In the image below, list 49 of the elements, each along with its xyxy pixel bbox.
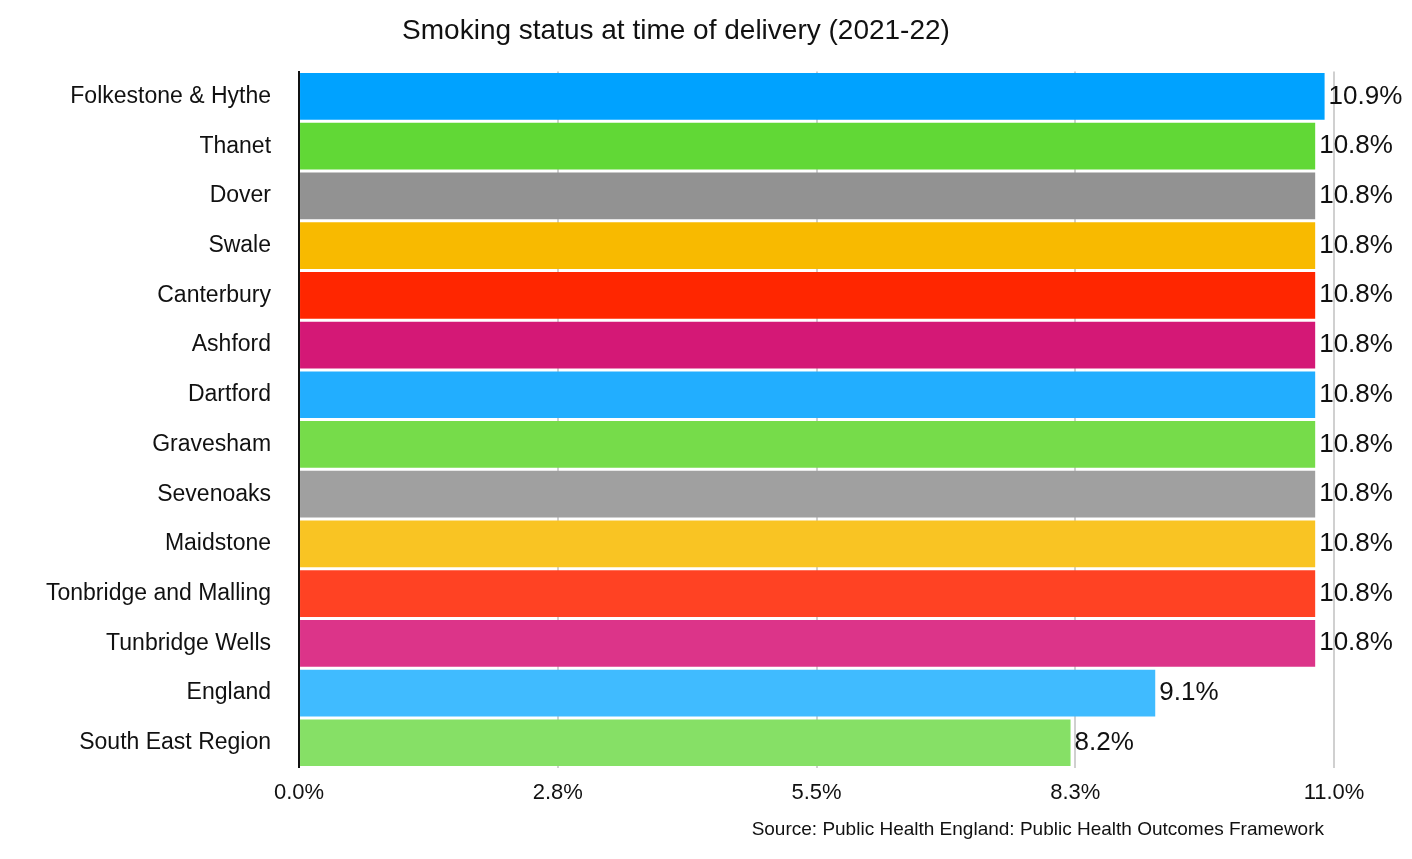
y-tick-label: Ashford — [191, 330, 272, 357]
bar — [300, 321, 1316, 369]
y-tick-label: Canterbury — [157, 280, 272, 307]
bar — [300, 122, 1316, 170]
y-tick-label: Tonbridge and Malling — [45, 578, 272, 605]
x-tick-label: 11.0% — [1303, 778, 1365, 804]
y-tick-label: Swale — [208, 230, 272, 257]
data-label: 10.8% — [1319, 179, 1393, 210]
chart-title: Smoking status at time of delivery (2021-22) — [402, 13, 950, 45]
data-label: 10.8% — [1319, 129, 1393, 160]
x-tick-label: 0.0% — [273, 778, 325, 804]
data-label: 10.9% — [1328, 79, 1403, 110]
bar — [300, 470, 1316, 518]
data-label: 10.8% — [1319, 377, 1393, 408]
y-tick-label: Folkestone & Hythe — [70, 81, 272, 108]
bar — [300, 371, 1316, 419]
bar — [300, 619, 1316, 667]
data-label: 9.1% — [1159, 676, 1219, 707]
y-tick-label: Thanet — [199, 131, 272, 158]
data-label: 10.8% — [1319, 477, 1393, 508]
bar — [300, 520, 1316, 568]
bar — [300, 172, 1316, 220]
data-label: 10.8% — [1319, 427, 1393, 458]
data-label: 8.2% — [1074, 725, 1134, 756]
bar — [300, 421, 1316, 468]
data-label: 10.8% — [1319, 527, 1393, 558]
y-tick-label: Tunbridge Wells — [106, 628, 272, 655]
x-tick-label: 8.3% — [1050, 778, 1101, 804]
data-label: 10.8% — [1319, 576, 1393, 607]
y-tick-label: Dartford — [187, 380, 272, 407]
bar — [300, 271, 1316, 319]
x-tick-label: 5.5% — [791, 778, 842, 804]
y-tick-label: Maidstone — [164, 529, 272, 556]
y-tick-label: Sevenoaks — [157, 479, 272, 506]
data-label: 10.8% — [1319, 278, 1393, 309]
data-label: 10.8% — [1319, 626, 1393, 657]
y-tick-label: England — [186, 678, 272, 705]
bar — [300, 222, 1316, 269]
bar — [300, 570, 1316, 617]
y-tick-label: South East Region — [79, 728, 272, 755]
x-tick-label: 2.8% — [532, 778, 583, 804]
bar — [300, 719, 1071, 767]
bar — [300, 73, 1325, 120]
y-tick-label: Gravesham — [152, 429, 272, 456]
data-label: 10.8% — [1319, 328, 1393, 359]
data-label: 10.8% — [1319, 228, 1393, 259]
y-tick-label: Dover — [209, 181, 272, 208]
source-note: Source: Public Health England: Public Health Outcomes Framework — [750, 818, 1325, 840]
bar — [300, 669, 1156, 717]
